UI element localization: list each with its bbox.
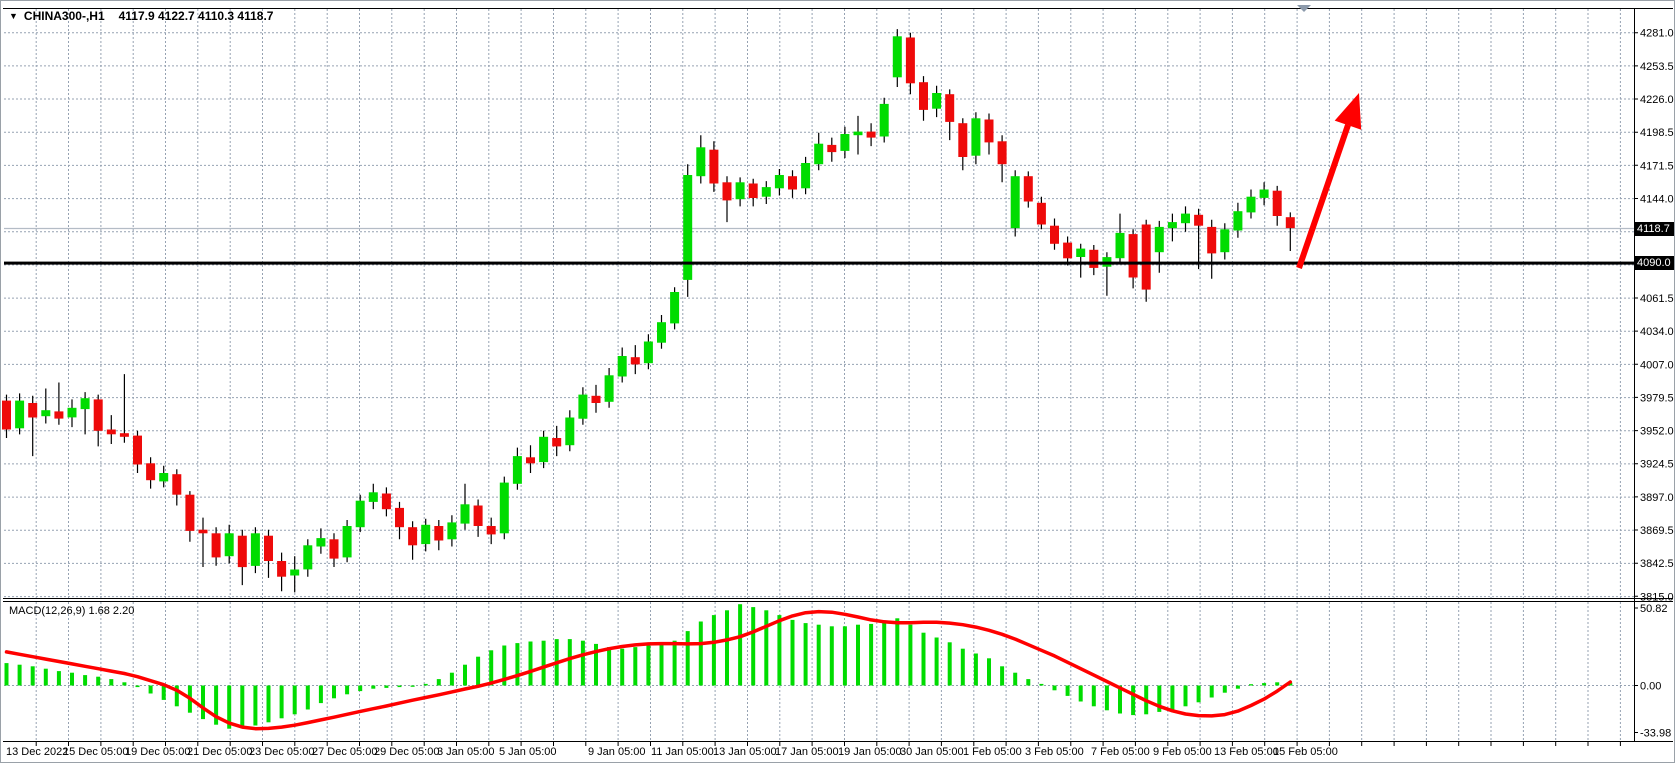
time-axis-label: 5 Jan 05:00: [499, 746, 557, 758]
macd-histogram: [4, 604, 1293, 729]
price-axis-label: 4253.5: [1640, 61, 1674, 73]
time-axis-label: 29 Dec 05:00: [374, 746, 439, 758]
price-axis-label: 3952.0: [1640, 426, 1674, 438]
time-axis-label: 17 Jan 05:00: [775, 746, 839, 758]
price-axis-label: 3897.0: [1640, 492, 1674, 504]
time-axis-label: 7 Feb 05:00: [1091, 746, 1150, 758]
price-axis-label: 4198.5: [1640, 127, 1674, 139]
symbol-dropdown-icon[interactable]: ▼: [9, 10, 18, 21]
time-axis-label: 1 Feb 05:00: [963, 746, 1022, 758]
time-axis-label: 19 Jan 05:00: [838, 746, 902, 758]
price-axis-label: 3924.5: [1640, 459, 1674, 471]
chart-title: ▼ CHINA300-,H1 4117.9 4122.7 4110.3 4118…: [9, 9, 273, 23]
time-axis-label: 13 Dec 2022: [6, 746, 68, 758]
time-axis-label: 15 Dec 05:00: [63, 746, 128, 758]
time-axis-label: 3 Jan 05:00: [437, 746, 495, 758]
macd-axis-label: -33.98: [1640, 728, 1671, 740]
candle-wicks: [5, 29, 1291, 593]
ohlc-values: 4117.9 4122.7 4110.3 4118.7: [118, 9, 274, 23]
bear-candles: [2, 37, 1295, 577]
vertical-gridlines: [35, 9, 1621, 741]
axis-labels[interactable]: 4281.0 4253.5 4226.0 4198.5 4171.5 4144.0 4061…: [6, 28, 1674, 758]
price-axis-label: 4226.0: [1640, 94, 1674, 106]
price-axis-label: 4034.0: [1640, 326, 1674, 338]
price-axis-label: 3842.5: [1640, 558, 1674, 570]
macd-indicator-label: MACD(12,26,9) 1.68 2.20: [9, 605, 135, 617]
macd-axis-label: 50.82: [1640, 603, 1668, 615]
time-axis-label: 21 Dec 05:00: [187, 746, 252, 758]
time-axis-label: 11 Jan 05:00: [651, 746, 714, 758]
symbol-timeframe-label: CHINA300-,H1: [23, 9, 105, 23]
horizontal-line-4090[interactable]: [4, 261, 1634, 265]
panel-frames: [3, 8, 1673, 742]
horizontal-gridlines: [4, 32, 1634, 598]
price-axis-label: 4171.5: [1640, 160, 1674, 172]
price-axis-label: 4007.0: [1640, 359, 1674, 371]
price-axis-label: 4281.0: [1640, 28, 1674, 40]
time-axis-label: 13 Jan 05:00: [713, 746, 777, 758]
price-axis-label: 3815.0: [1640, 591, 1674, 603]
time-axis-label: 30 Jan 05:00: [900, 746, 964, 758]
time-axis-label: 9 Jan 05:00: [588, 746, 646, 758]
price-axis-label: 3869.5: [1640, 525, 1674, 537]
price-axis-label: 4144.0: [1640, 194, 1674, 206]
time-axis-label: 15 Feb 05:00: [1273, 746, 1338, 758]
time-axis-label: 19 Dec 05:00: [125, 746, 190, 758]
current-price-tag: 4118.7: [1635, 221, 1674, 236]
macd-signal-line: [4, 609, 1293, 731]
hline-price-tag[interactable]: 4090.0: [1635, 256, 1674, 271]
bull-candles: [15, 36, 1269, 576]
time-axis-label: 23 Dec 05:00: [249, 746, 314, 758]
price-axis-label: 4061.5: [1640, 293, 1674, 305]
time-axis-label: 3 Feb 05:00: [1025, 746, 1084, 758]
chart-shift-marker-icon[interactable]: [1297, 5, 1311, 12]
price-axis-label: 3979.5: [1640, 392, 1674, 404]
time-axis-label: 13 Feb 05:00: [1214, 746, 1279, 758]
macd-axis-label: 0.00: [1640, 681, 1661, 693]
axis-ticks: [35, 32, 1638, 746]
time-axis-label: 27 Dec 05:00: [312, 746, 377, 758]
trend-arrow[interactable]: [1296, 93, 1362, 269]
time-axis-label: 9 Feb 05:00: [1153, 746, 1212, 758]
